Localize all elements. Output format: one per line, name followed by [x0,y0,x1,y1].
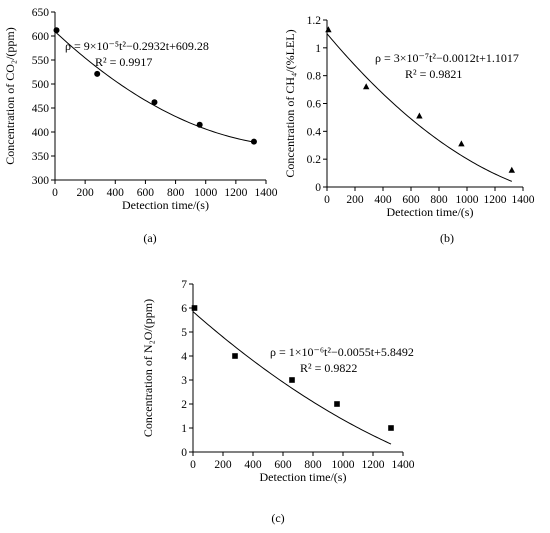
y-tick-label: 500 [32,79,50,91]
fit-r-squared: R² = 0.9821 [405,67,462,81]
x-tick-label: 200 [346,194,364,206]
y-axis-title: Concentration of CO₂/(ppm) [3,27,17,165]
y-tick-label: 300 [32,175,50,187]
fit-equation: ρ = 3×10⁻⁷t²−0.0012t+1.1017 [375,51,519,65]
y-tick-label: 0.6 [307,99,322,111]
y-axis-title: Concentration of N₂O/(ppm) [141,299,155,437]
y-tick-label: 0.4 [307,126,322,138]
y-tick-label: 1.2 [307,15,322,27]
x-tick-label: 400 [107,187,125,199]
data-point [325,26,332,33]
x-tick-label: 400 [374,194,392,206]
y-tick-label: 400 [32,127,50,139]
data-point [289,377,295,383]
fit-curve [192,311,392,445]
panel-label: (a) [143,231,156,245]
panel-label: (b) [440,231,454,245]
fit-curve [326,33,512,182]
data-point [250,138,257,145]
x-axis-title: Detection time/(s) [122,198,209,212]
x-tick-label: 1200 [484,194,507,206]
y-axis-title: Concentration of CH₄/(%LEL) [283,29,297,177]
x-tick-label: 600 [137,187,155,199]
x-tick-label: 1200 [224,187,247,199]
x-tick-label: 1400 [512,194,535,206]
data-point [388,425,394,431]
fit-equation: ρ = 1×10⁻⁶t²−0.0055t+5.8492 [270,345,414,359]
y-tick-label: 4 [181,351,187,363]
y-tick-label: 0 [315,182,321,194]
y-tick-label: 3 [181,375,187,387]
y-tick-label: 5 [181,327,187,339]
x-tick-label: 1000 [332,459,355,471]
data-point [151,99,158,106]
fit-curve [54,31,255,143]
y-tick-label: 550 [32,55,50,67]
chart-panel-1: 0 200 400 600 800 1000 1200 1400 300 350 400 450 500… [3,7,278,245]
x-axis-title: Detection time/(s) [260,470,347,484]
y-tick-label: 1 [181,423,187,435]
x-tick-label: 1400 [255,187,278,199]
chart-panel-3: 0 200 400 600 800 1000 1200 1400 0 1 2 3 4 5 6 7 Detecti… [141,279,415,525]
y-tick-label: 1 [315,43,321,55]
x-tick-label: 0 [52,187,58,199]
x-tick-label: 600 [402,194,420,206]
x-tick-label: 800 [167,187,185,199]
x-tick-label: 600 [274,459,292,471]
y-tick-label: 0.2 [307,154,322,166]
chart-panel-2: 0 200 400 600 800 1000 1200 1400 0 0.2 0.4 0.6 0.8 1 1… [283,15,535,245]
x-tick-label: 1400 [392,459,415,471]
y-tick-label: 600 [32,31,50,43]
y-tick-label: 6 [181,303,187,315]
x-tick-label: 200 [77,187,95,199]
data-point [416,112,423,119]
data-point [334,401,340,407]
x-tick-label: 1000 [194,187,217,199]
x-tick-label: 800 [304,459,322,471]
data-point [94,70,101,77]
y-tick-label: 7 [181,279,187,291]
x-tick-label: 1000 [456,194,479,206]
data-point [53,27,60,34]
y-tick-label: 0 [181,447,187,459]
fit-r-squared: R² = 0.9917 [95,55,152,69]
fit-equation: ρ = 9×10⁻⁵t²−0.2932t+609.28 [65,39,209,53]
x-tick-label: 1200 [362,459,385,471]
x-tick-label: 0 [324,194,330,206]
x-tick-label: 800 [430,194,448,206]
x-tick-label: 400 [244,459,262,471]
y-tick-label: 650 [32,7,50,19]
x-axis-title: Detection time/(s) [387,205,474,219]
data-point [191,305,198,311]
data-point [458,140,465,147]
data-point [196,121,203,128]
data-point [363,83,370,90]
fit-r-squared: R² = 0.9822 [300,361,357,375]
data-point [232,353,238,359]
x-tick-label: 0 [190,459,196,471]
y-tick-label: 2 [181,399,187,411]
data-point [508,166,515,173]
y-tick-label: 350 [32,151,50,163]
x-tick-label: 200 [214,459,232,471]
y-tick-label: 0.8 [307,71,322,83]
y-tick-label: 450 [32,103,50,115]
panel-label: (c) [271,511,284,525]
